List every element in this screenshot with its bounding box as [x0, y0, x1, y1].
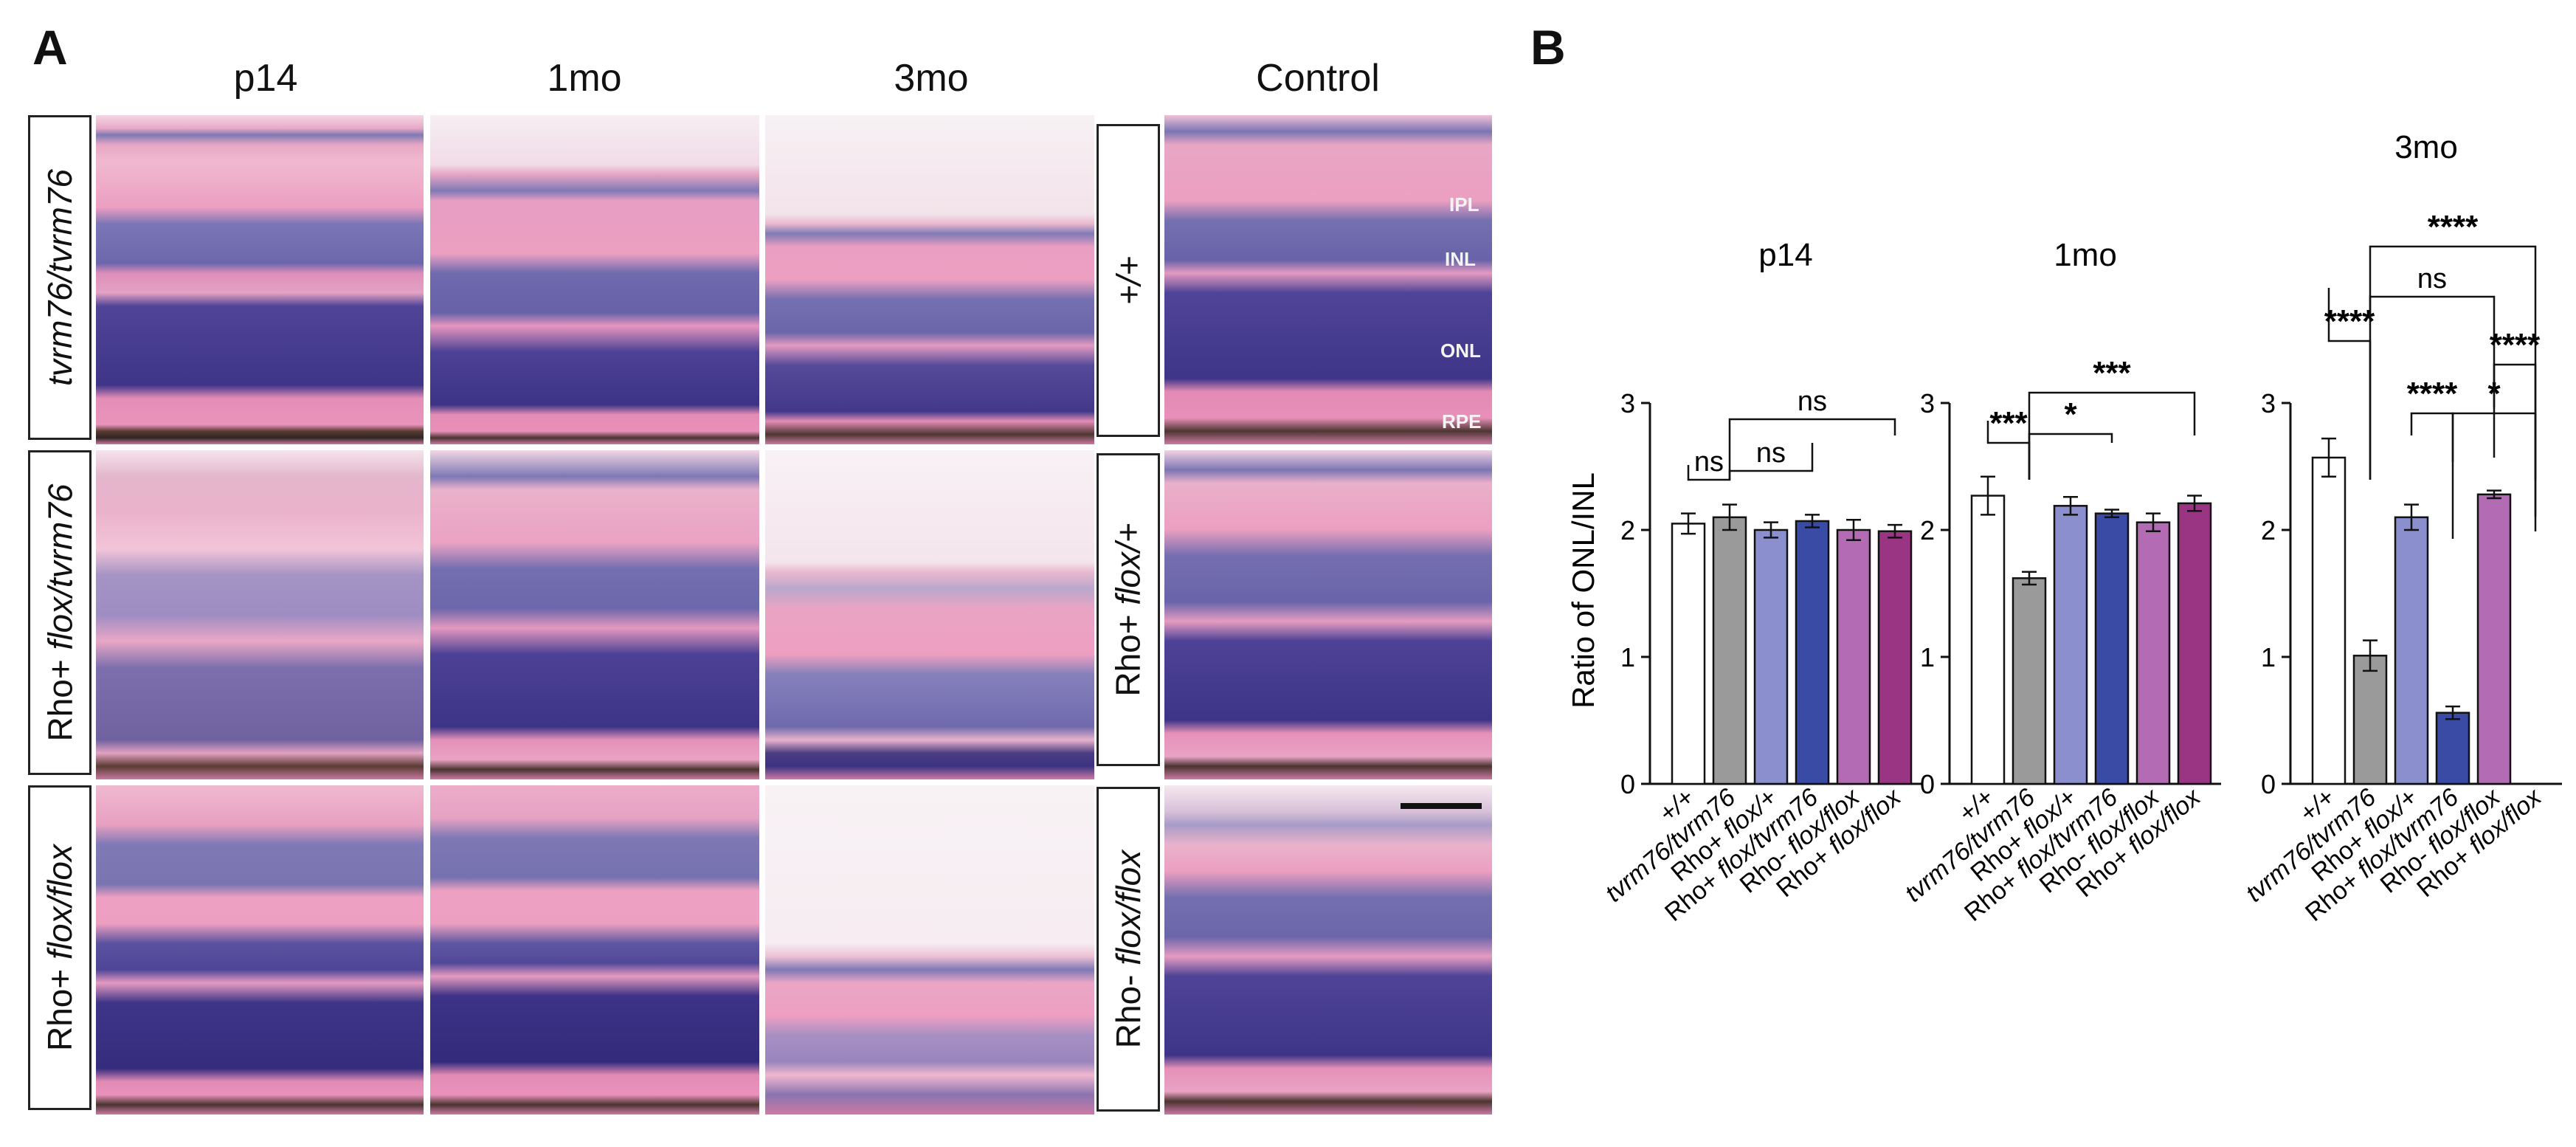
bar	[1671, 523, 1706, 785]
control-label-genotype: +/+	[1108, 255, 1147, 306]
layer-label-inl: INL	[1445, 248, 1476, 270]
control-label-prefix: Rho+	[1109, 604, 1148, 697]
chart-title: 1mo	[2054, 237, 2117, 273]
panel-b-charts: Ratio of ONL/INL p140123+/+tvrm76/tvrm76…	[1566, 133, 2562, 927]
histology-control-row1: IPL INL ONL RPE	[1164, 115, 1492, 444]
bar	[2352, 655, 2388, 785]
significance-label: ns	[1694, 447, 1724, 478]
significance-bracket	[2410, 412, 2454, 462]
control-label-genotype: flox/+	[1109, 523, 1148, 605]
chart-title: p14	[1758, 237, 1812, 273]
histology-1mo-row2	[430, 450, 759, 779]
y-tick-label: 2	[2261, 515, 2276, 545]
column-title-control: Control	[1256, 57, 1380, 100]
row-label-genotype: tvrm76/tvrm76	[41, 169, 80, 386]
row-label-box-2: Rho+ flox/tvrm76	[28, 450, 91, 775]
bar	[2094, 512, 2130, 785]
column-title-p14: p14	[233, 57, 298, 100]
column-title-3mo: 3mo	[894, 57, 969, 100]
histology-p14-row3	[96, 785, 424, 1115]
layer-label-ipl: IPL	[1449, 193, 1479, 216]
bar	[1877, 530, 1913, 785]
bar	[2135, 521, 2171, 785]
significance-label: ns	[2417, 264, 2447, 294]
chart-title: 3mo	[2394, 133, 2458, 165]
y-tick-label: 3	[1620, 388, 1635, 418]
y-tick-label: 0	[1620, 769, 1635, 799]
significance-label: ****	[2428, 209, 2479, 245]
row-label-prefix: Rho+	[41, 959, 80, 1051]
bar	[1836, 528, 1871, 785]
y-tick-label: 1	[1620, 642, 1635, 672]
bar	[2311, 456, 2347, 785]
row-label-box-1: tvrm76/tvrm76	[28, 115, 91, 440]
y-tick-label: 0	[2261, 769, 2276, 799]
control-label-prefix: Rho-	[1109, 965, 1147, 1049]
significance-label: ****	[2324, 303, 2375, 340]
histology-3mo-row1	[765, 115, 1094, 444]
column-title-1mo: 1mo	[547, 57, 622, 100]
control-label-box-3: Rho- flox/flox	[1097, 787, 1160, 1112]
significance-bracket	[2493, 363, 2537, 531]
y-axis-label: Ratio of ONL/INL	[1566, 472, 1600, 709]
significance-bracket	[2028, 433, 2113, 480]
y-tick-label: 1	[2261, 642, 2276, 672]
y-tick-label: 2	[1620, 515, 1635, 545]
row-label-genotype: flox/flox	[41, 844, 80, 960]
panel-b-letter: B	[1530, 20, 1566, 75]
histology-control-row3	[1164, 785, 1492, 1115]
y-tick-label: 1	[1920, 642, 1935, 672]
significance-label: *	[2064, 396, 2077, 433]
significance-label: ***	[1989, 405, 2028, 441]
layer-label-rpe: RPE	[1442, 410, 1482, 433]
significance-bracket	[1728, 418, 1896, 471]
y-tick-label: 3	[2261, 388, 2276, 418]
control-label-box-1: +/+	[1097, 124, 1160, 437]
significance-bracket	[1728, 443, 1814, 480]
significance-label: ***	[2093, 355, 2131, 391]
bar	[1753, 528, 1789, 785]
histology-p14-row1	[96, 115, 424, 444]
row-label-prefix: Rho+	[41, 650, 80, 742]
control-label-box-2: Rho+ flox/+	[1097, 453, 1160, 766]
bar	[1970, 495, 2006, 785]
scale-bar	[1401, 803, 1482, 809]
y-tick-label: 2	[1920, 515, 1935, 545]
significance-bracket	[2028, 391, 2196, 480]
panel-a-letter: A	[32, 20, 68, 75]
histology-1mo-row1	[430, 115, 759, 444]
control-label-genotype: flox/flox	[1109, 850, 1147, 965]
bar	[2476, 493, 2512, 785]
histology-3mo-row2	[765, 450, 1094, 779]
histology-3mo-row3	[765, 785, 1094, 1115]
histology-1mo-row3	[430, 785, 759, 1115]
bar	[2012, 577, 2047, 785]
histology-control-row2	[1164, 450, 1492, 779]
significance-bracket	[2369, 245, 2537, 480]
bar	[2435, 712, 2470, 785]
histology-p14-row2	[96, 450, 424, 779]
bar	[2177, 502, 2212, 785]
y-tick-label: 3	[1920, 388, 1935, 418]
row-label-genotype: flox/tvrm76	[41, 483, 80, 650]
bar	[2394, 516, 2429, 785]
bar	[1795, 520, 1830, 785]
bar	[2053, 505, 2088, 785]
y-tick-label: 0	[1920, 769, 1935, 799]
significance-label: ns	[1756, 438, 1786, 469]
row-label-box-3: Rho+ flox/flox	[28, 785, 91, 1110]
significance-label: ns	[1798, 386, 1827, 417]
layer-label-onl: ONL	[1440, 340, 1481, 362]
significance-label: ****	[2490, 327, 2541, 363]
bar	[1712, 516, 1747, 785]
significance-label: ****	[2407, 376, 2458, 412]
